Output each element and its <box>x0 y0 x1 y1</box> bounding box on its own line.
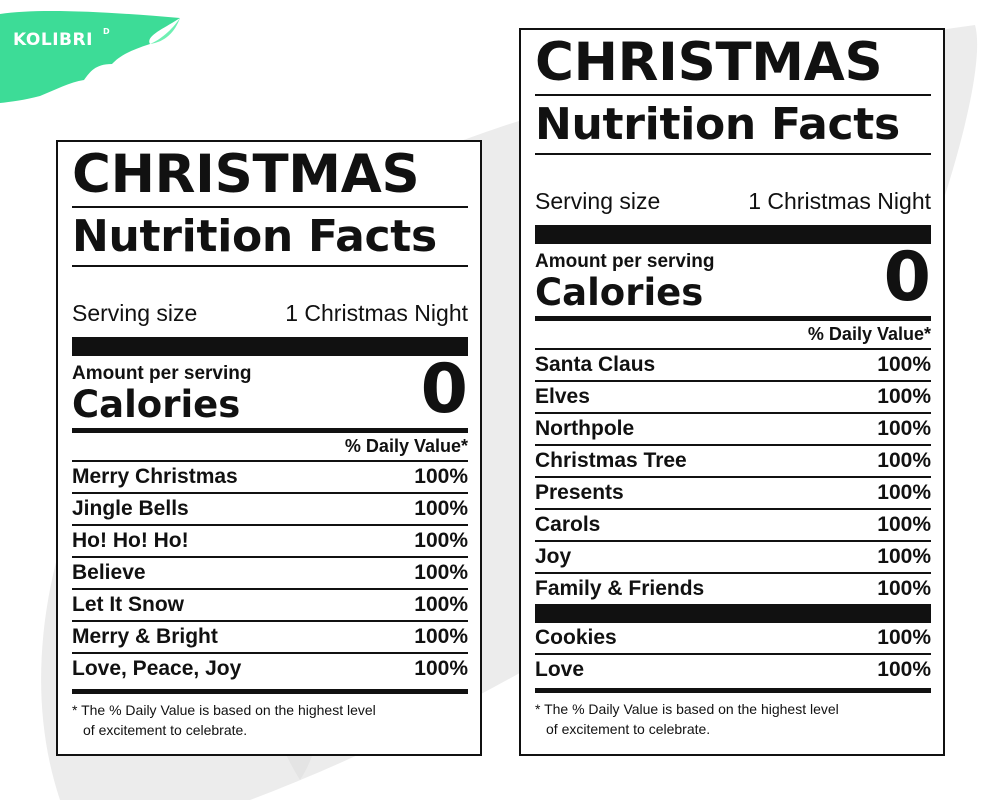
nutrient-name: Cookies <box>535 626 617 649</box>
nutrient-row: Believe 100% <box>72 558 468 590</box>
nutrient-name: Ho! Ho! Ho! <box>72 529 189 552</box>
daily-value-header: % Daily Value* <box>72 433 468 462</box>
nutrient-name: Love, Peace, Joy <box>72 657 242 680</box>
nutrient-row: Elves 100% <box>535 382 931 414</box>
nutrient-percent: 100% <box>877 449 931 472</box>
serving-size-value: 1 Christmas Night <box>285 299 468 326</box>
serving-size-label: Serving size <box>535 187 661 214</box>
nutrient-row: Santa Claus 100% <box>535 350 931 382</box>
medium-divider <box>72 428 468 433</box>
nutrient-name: Christmas Tree <box>535 449 687 472</box>
nutrient-name: Northpole <box>535 417 635 440</box>
nutrient-percent: 100% <box>877 417 931 440</box>
nutrient-row: Joy 100% <box>535 542 931 574</box>
nutrient-percent: 100% <box>877 385 931 408</box>
nutrient-percent: 100% <box>414 465 468 488</box>
nutrient-name: Family & Friends <box>535 577 705 600</box>
serving-size-row: Serving size 1 Christmas Night <box>535 187 931 215</box>
nutrient-row: Christmas Tree 100% <box>535 446 931 478</box>
serving-size-label: Serving size <box>72 299 198 326</box>
calories-label: Calories <box>535 271 704 314</box>
footnote-line-1: * The % Daily Value is based on the high… <box>535 701 839 717</box>
nutrient-percent: 100% <box>877 658 931 681</box>
nutrient-percent: 100% <box>877 626 931 649</box>
nutrient-row: Ho! Ho! Ho! 100% <box>72 526 468 558</box>
nutrient-name: Joy <box>535 545 572 568</box>
nutrient-row: Jingle Bells 100% <box>72 494 468 526</box>
footnote: * The % Daily Value is based on the high… <box>72 700 468 740</box>
amount-per-serving-label: Amount per serving <box>535 251 715 272</box>
logo-text: KOLIBRI <box>13 30 93 50</box>
nutrient-row: Merry & Bright 100% <box>72 622 468 654</box>
medium-divider <box>72 689 468 694</box>
nutrient-percent: 100% <box>414 625 468 648</box>
nutrient-name: Merry Christmas <box>72 465 238 488</box>
nutrient-percent: 100% <box>414 657 468 680</box>
calories-block: Amount per serving Calories 0 <box>535 238 931 317</box>
nutrition-label-left: CHRISTMAS Nutrition Facts Serving size 1… <box>56 140 482 756</box>
nutrient-name: Jingle Bells <box>72 497 189 520</box>
medium-divider <box>535 688 931 693</box>
nutrient-percent: 100% <box>877 545 931 568</box>
nutrient-name: Elves <box>535 385 590 408</box>
nutrient-row: Presents 100% <box>535 478 931 510</box>
nutrient-row: Carols 100% <box>535 510 931 542</box>
nutrient-list: Merry Christmas 100% Jingle Bells 100% Ho! H… <box>72 462 468 684</box>
medium-divider <box>535 316 931 321</box>
nutrient-list: Santa Claus 100% Elves 100% Northpole 100% Chr… <box>535 350 931 604</box>
calories-label: Calories <box>72 383 241 426</box>
calories-block: Amount per serving Calories 0 <box>72 350 468 429</box>
serving-size-row: Serving size 1 Christmas Night <box>72 299 468 327</box>
nutrient-name: Let It Snow <box>72 593 184 616</box>
nutrient-percent: 100% <box>414 593 468 616</box>
divider <box>535 94 931 96</box>
nutrient-percent: 100% <box>877 513 931 536</box>
nutrient-name: Presents <box>535 481 624 504</box>
nutrient-row: Love 100% <box>535 655 931 685</box>
thick-divider <box>535 604 931 623</box>
label-title: CHRISTMAS <box>72 144 420 205</box>
logo-superscript: D <box>103 27 110 36</box>
footnote-line-2: of excitement to celebrate. <box>546 721 711 737</box>
nutrient-row: Merry Christmas 100% <box>72 462 468 494</box>
nutrient-name: Santa Claus <box>535 353 656 376</box>
nutrient-percent: 100% <box>414 561 468 584</box>
nutrient-percent: 100% <box>414 497 468 520</box>
extra-nutrient-list: Cookies 100% Love 100% <box>535 623 931 685</box>
nutrient-name: Love <box>535 658 585 681</box>
divider <box>535 153 931 155</box>
label-title: CHRISTMAS <box>535 32 883 93</box>
amount-per-serving-label: Amount per serving <box>72 363 252 384</box>
logo-splash-icon <box>0 11 180 103</box>
nutrition-label-right: CHRISTMAS Nutrition Facts Serving size 1… <box>519 28 945 756</box>
footnote: * The % Daily Value is based on the high… <box>535 699 931 739</box>
label-subtitle: Nutrition Facts <box>72 211 437 262</box>
nutrient-percent: 100% <box>877 577 931 600</box>
divider <box>72 265 468 267</box>
label-subtitle: Nutrition Facts <box>535 99 900 150</box>
nutrient-name: Merry & Bright <box>72 625 218 648</box>
nutrient-percent: 100% <box>414 529 468 552</box>
brand-logo: KOLIBRI D <box>0 0 190 105</box>
nutrient-name: Believe <box>72 561 146 584</box>
daily-value-header: % Daily Value* <box>535 321 931 350</box>
footnote-line-2: of excitement to celebrate. <box>83 722 248 738</box>
calories-value: 0 <box>883 238 931 317</box>
nutrient-row: Cookies 100% <box>535 623 931 655</box>
nutrient-row: Love, Peace, Joy 100% <box>72 654 468 684</box>
nutrient-percent: 100% <box>877 353 931 376</box>
nutrient-percent: 100% <box>877 481 931 504</box>
divider <box>72 206 468 208</box>
serving-size-value: 1 Christmas Night <box>748 187 931 214</box>
nutrient-name: Carols <box>535 513 601 536</box>
nutrient-row: Northpole 100% <box>535 414 931 446</box>
nutrient-row: Family & Friends 100% <box>535 574 931 604</box>
footnote-line-1: * The % Daily Value is based on the high… <box>72 702 376 718</box>
thick-divider <box>72 337 468 356</box>
calories-value: 0 <box>420 350 468 429</box>
thick-divider <box>535 225 931 244</box>
nutrient-row: Let It Snow 100% <box>72 590 468 622</box>
